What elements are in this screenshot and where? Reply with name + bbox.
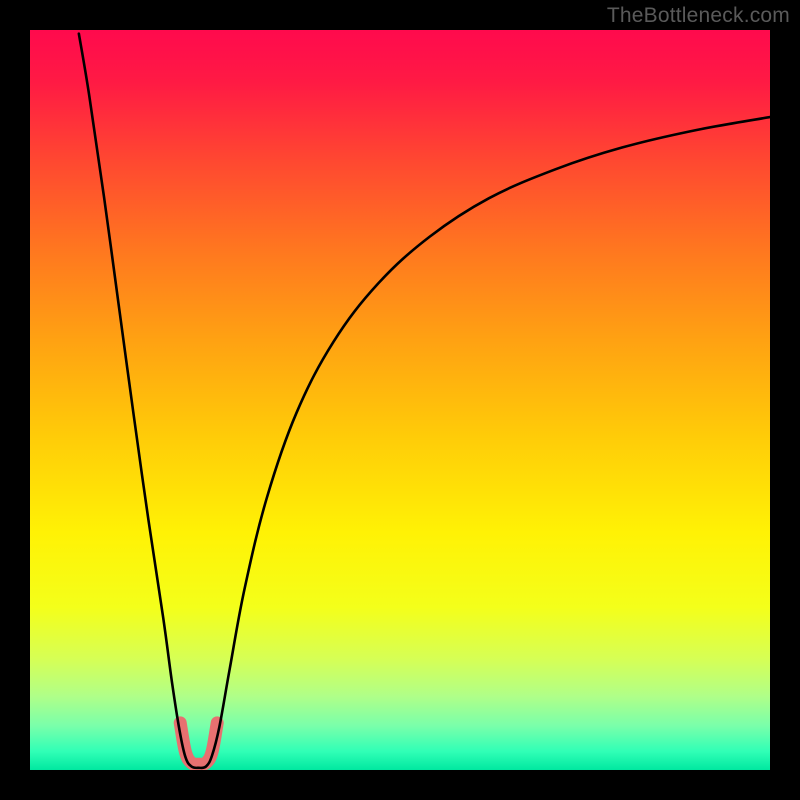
plot-area: [30, 30, 770, 770]
watermark-text: TheBottleneck.com: [607, 4, 790, 28]
chart-canvas: TheBottleneck.com: [0, 0, 800, 800]
background-gradient: [30, 30, 770, 770]
